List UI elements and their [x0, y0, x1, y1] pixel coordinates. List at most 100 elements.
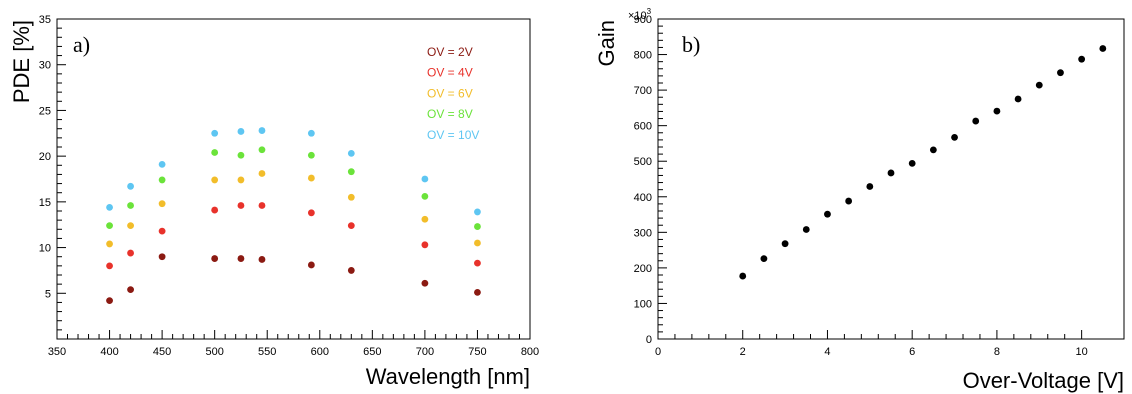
b-point-s0-0	[739, 272, 747, 280]
a-point-s2-0	[106, 240, 113, 248]
a-point-s0-9	[474, 288, 481, 296]
gain-panel-label: b)	[682, 32, 700, 57]
pde-panel-label: a)	[73, 32, 90, 57]
a-point-s1-2	[158, 227, 166, 235]
a-point-s1-7	[347, 222, 355, 230]
b-y-tick-label: 0	[646, 334, 652, 346]
a-point-s1-6	[307, 209, 315, 217]
gain-y-multiplier: ×103	[628, 7, 652, 22]
a-point-s1-8	[421, 241, 429, 249]
a-point-s4-3	[211, 129, 219, 137]
b-point-s0-11	[972, 117, 980, 125]
a-point-s2-7	[347, 193, 355, 201]
a-point-s4-0	[106, 203, 113, 211]
b-x-tick-label: 6	[909, 346, 915, 358]
pde-legend: OV = 2V OV = 4V OV = 6V OV = 8V OV = 10V	[427, 45, 479, 142]
b-point-s0-1	[760, 255, 768, 263]
a-x-tick-label: 700	[416, 346, 434, 358]
b-y-tick-label: 400	[634, 192, 652, 204]
a-point-s2-9	[474, 239, 481, 247]
a-point-s0-7	[347, 267, 355, 274]
b-point-s0-4	[824, 210, 831, 218]
b-y-tick-label: 200	[634, 263, 652, 275]
gain-x-axis-label: Over-Voltage [V]	[963, 368, 1124, 393]
a-point-s2-1	[127, 222, 134, 230]
a-point-s3-3	[211, 149, 219, 156]
b-point-s0-12	[993, 107, 1001, 115]
a-x-tick-label: 800	[521, 346, 539, 358]
a-y-tick-label: 5	[45, 288, 51, 300]
pde-x-axis-label: Wavelength [nm]	[366, 364, 530, 389]
gain-y-axis-label: Gain	[594, 20, 619, 66]
a-point-s2-3	[211, 176, 219, 184]
a-x-tick-label: 500	[205, 346, 223, 358]
b-point-s0-6	[866, 183, 874, 190]
a-x-tick-label: 550	[258, 346, 276, 358]
b-point-s0-9	[929, 146, 937, 154]
b-point-s0-15	[1057, 69, 1064, 77]
a-point-s1-9	[474, 259, 481, 267]
a-point-s4-4	[237, 128, 245, 135]
a-x-tick-label: 400	[100, 346, 118, 358]
b-point-s0-14	[1035, 81, 1043, 89]
a-y-tick-label: 10	[39, 243, 51, 255]
b-point-s0-10	[951, 134, 958, 141]
a-point-s3-5	[258, 146, 266, 154]
a-point-s3-6	[307, 151, 315, 159]
a-point-s0-2	[158, 253, 166, 261]
b-x-tick-label: 4	[824, 346, 830, 358]
b-point-s0-13	[1014, 95, 1022, 103]
a-point-s1-1	[127, 249, 134, 257]
a-point-s1-0	[106, 262, 113, 270]
a-y-tick-label: 35	[39, 14, 51, 26]
a-x-tick-label: 450	[153, 346, 171, 358]
pde-plot-frame	[56, 18, 531, 340]
gain-x-axis: 0 2 4 6 8 10	[655, 330, 1088, 358]
pde-data-points	[106, 127, 481, 304]
a-y-tick-label: 25	[39, 105, 51, 117]
b-y-tick-label: 500	[634, 156, 652, 168]
a-point-s3-7	[347, 168, 355, 176]
a-point-s0-5	[258, 256, 266, 263]
b-y-tick-label: 800	[634, 50, 652, 62]
a-point-s2-4	[237, 176, 245, 184]
a-point-s1-5	[258, 202, 266, 209]
pde-x-axis: 350 400 450 500 550 600 650 700 750 800	[48, 330, 539, 358]
a-point-s3-1	[127, 202, 134, 209]
a-point-s2-5	[258, 170, 266, 177]
a-point-s0-8	[421, 279, 429, 287]
b-point-s0-16	[1078, 55, 1086, 63]
a-point-s0-4	[237, 255, 245, 262]
a-x-tick-label: 650	[363, 346, 381, 358]
b-y-tick-label: 700	[634, 85, 652, 97]
b-y-tick-label: 100	[634, 298, 652, 310]
a-point-s3-2	[158, 176, 166, 184]
a-point-s0-1	[127, 286, 134, 294]
b-x-tick-label: 0	[655, 346, 661, 358]
legend-entry-4: OV = 10V	[427, 128, 479, 142]
a-point-s2-8	[421, 215, 429, 223]
b-x-tick-label: 8	[994, 346, 1000, 358]
a-point-s4-9	[474, 208, 481, 216]
a-point-s1-4	[237, 202, 245, 209]
pde-y-axis: 5 10 15 20 25 30 35	[39, 14, 66, 331]
a-point-s3-4	[237, 151, 245, 159]
pde-y-axis-label: PDE [%]	[9, 20, 34, 103]
a-point-s4-7	[347, 150, 355, 157]
b-point-s0-7	[887, 169, 895, 177]
a-point-s3-0	[106, 222, 113, 230]
a-point-s4-1	[127, 182, 134, 190]
gain-data-points	[739, 45, 1107, 280]
a-y-tick-label: 15	[39, 197, 51, 209]
b-x-tick-label: 2	[740, 346, 746, 358]
b-point-s0-3	[802, 226, 810, 233]
a-x-tick-label: 750	[468, 346, 486, 358]
legend-entry-2: OV = 6V	[427, 86, 473, 100]
a-y-tick-label: 30	[39, 60, 51, 72]
pde-chart-panel: 350 400 450 500 550 600 650 700 750 800 5 10 15 20 25…	[9, 14, 539, 389]
gain-y-axis: 0 100 200 300 400 500 600 700 800 900	[634, 14, 667, 346]
a-point-s0-0	[106, 297, 113, 304]
a-point-s0-6	[307, 261, 315, 269]
